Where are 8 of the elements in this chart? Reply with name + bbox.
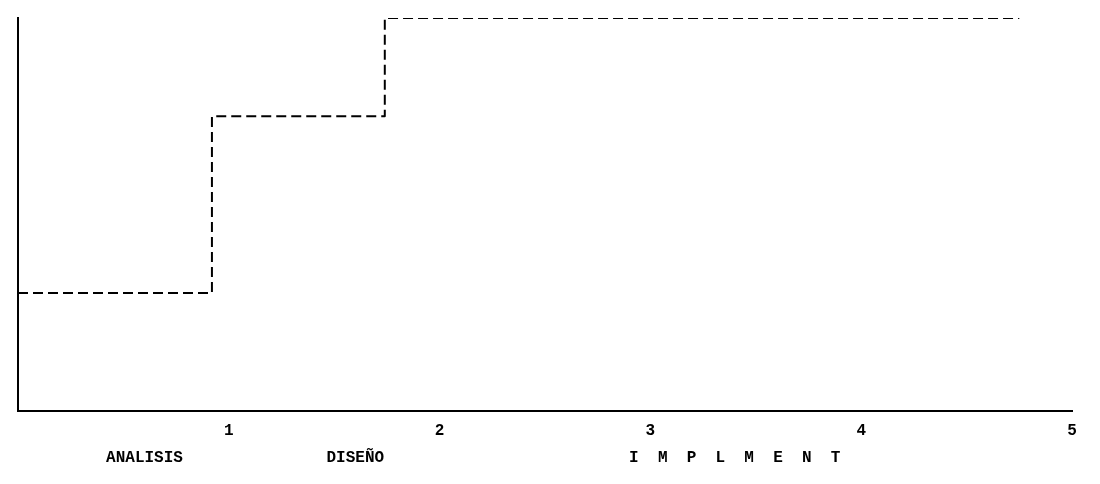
x-tick-label: 4	[856, 422, 867, 441]
text: ANALISIS	[106, 449, 184, 468]
x-tick-label: 5	[1067, 422, 1077, 441]
text: DISEÑO	[326, 447, 385, 468]
x-tick-label: 1	[224, 422, 234, 441]
x-tick-label: 3	[645, 422, 656, 441]
text: I M P L M E N T	[629, 449, 841, 468]
x-tick-label: 2	[434, 422, 445, 441]
